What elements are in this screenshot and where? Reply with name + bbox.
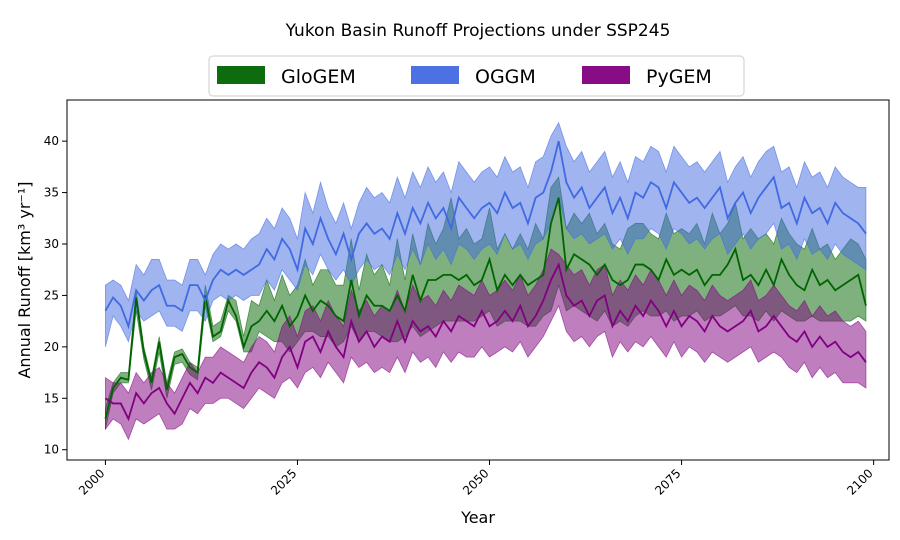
x-tick-label: 2100 bbox=[844, 466, 875, 497]
x-tick-label: 2025 bbox=[268, 466, 299, 497]
glogem-mean-line bbox=[104, 197, 867, 420]
pygem-mean-line bbox=[104, 261, 867, 422]
legend-label-oggm: OGGM bbox=[475, 66, 536, 88]
y-tick-label: 10 bbox=[44, 443, 59, 457]
y-tick-label: 30 bbox=[44, 237, 59, 251]
y-tick-label: 15 bbox=[44, 391, 59, 405]
legend-swatch-oggm bbox=[411, 66, 459, 84]
oggm-band bbox=[105, 121, 867, 347]
y-axis-label: Annual Runoff [km³ yr⁻¹] bbox=[15, 181, 34, 378]
x-tick-label: 2075 bbox=[652, 466, 683, 497]
x-axis-label: Year bbox=[460, 508, 495, 527]
legend-swatch-pygem bbox=[582, 66, 630, 84]
legend-label-pygem: PyGEM bbox=[646, 66, 712, 88]
y-tick-label: 35 bbox=[44, 186, 59, 200]
oggm-mean-line bbox=[104, 140, 867, 330]
mean-lines bbox=[104, 140, 867, 422]
y-axis: 10 15 20 25 30 35 40 bbox=[44, 134, 67, 457]
y-tick-label: 20 bbox=[44, 340, 59, 354]
y-tick-label: 40 bbox=[44, 134, 59, 148]
legend-label-glogem: GloGEM bbox=[281, 66, 356, 88]
plot-frame bbox=[66, 99, 890, 461]
uncertainty-bands bbox=[105, 121, 867, 441]
x-tick-label: 2050 bbox=[460, 466, 491, 497]
legend-swatch-glogem bbox=[217, 66, 265, 84]
x-axis: 2000 2025 2050 2075 2100 bbox=[76, 460, 876, 498]
chart-title: Yukon Basin Runoff Projections under SSP… bbox=[285, 21, 671, 41]
legend: GloGEM OGGM PyGEM bbox=[208, 55, 745, 97]
x-tick-label: 2000 bbox=[76, 466, 107, 497]
y-tick-label: 25 bbox=[44, 288, 59, 302]
